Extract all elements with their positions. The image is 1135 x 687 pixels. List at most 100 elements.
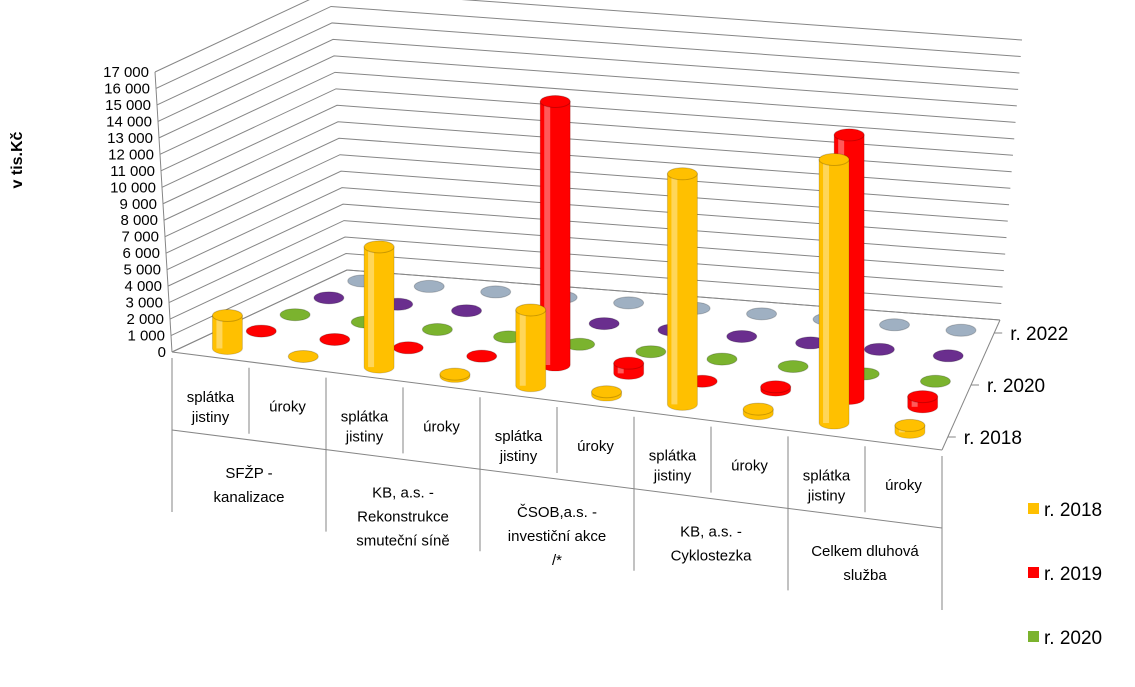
bar <box>760 380 792 397</box>
legend-swatch-2020 <box>1028 631 1039 642</box>
bar <box>451 304 483 318</box>
y-axis-line <box>154 71 173 353</box>
bar-top <box>613 296 645 310</box>
legend-item-2019: r. 2019 <box>1028 559 1135 623</box>
gridline <box>155 5 1021 89</box>
bar-top <box>539 94 571 108</box>
subcategory-label: splátka <box>649 448 697 465</box>
bar <box>777 360 809 373</box>
y-tick-label: 17 000 <box>103 64 149 81</box>
group-label: investiční akce <box>508 528 606 545</box>
subcategory-label: jistiny <box>499 448 538 465</box>
bar-top <box>726 329 758 343</box>
bar <box>319 332 351 346</box>
bar <box>439 367 471 383</box>
bar <box>363 240 395 374</box>
bar-top <box>451 304 483 318</box>
y-tick-label: 14 000 <box>106 113 152 130</box>
bar-highlight <box>216 315 223 349</box>
bar-top <box>392 341 424 355</box>
y-tick-label: 8 000 <box>120 212 158 229</box>
legend-item-2020: r. 2020 <box>1028 623 1135 687</box>
gridline <box>157 38 1019 122</box>
subcategory-label: splátka <box>803 467 851 484</box>
bar <box>413 279 445 293</box>
bar-top <box>863 342 895 356</box>
group-label: služba <box>843 567 887 584</box>
subcategory-label: úroky <box>423 418 460 435</box>
group-label: Rekonstrukce <box>357 508 449 525</box>
bar-top <box>588 317 620 331</box>
bar <box>591 385 623 402</box>
subcategory-label: splátka <box>187 389 235 406</box>
bar <box>613 296 645 310</box>
gridline <box>158 55 1017 139</box>
group-label: SFŽP - <box>225 465 272 482</box>
bar-top <box>833 128 865 142</box>
bar-highlight <box>911 396 918 407</box>
bar-top <box>706 352 738 366</box>
bar <box>932 349 964 363</box>
bar <box>666 167 698 411</box>
bar <box>907 390 939 414</box>
bar-top <box>818 152 850 166</box>
bar-top <box>313 291 345 305</box>
depth-axis-label: r. 2022 <box>1010 324 1068 345</box>
bar <box>245 324 277 338</box>
bar-top <box>591 385 623 399</box>
y-tick-label: 7 000 <box>121 229 159 246</box>
y-tick-label: 6 000 <box>122 245 160 262</box>
group-label: KB, a.s. - <box>680 524 742 541</box>
floor-left-edge <box>171 269 348 353</box>
legend-item-2018: r. 2018 <box>1028 495 1135 559</box>
subcategory-label: úroky <box>577 438 614 455</box>
y-tick-label: 10 000 <box>110 179 156 196</box>
bar <box>588 317 620 331</box>
bar <box>945 323 977 337</box>
bar-top <box>319 332 351 346</box>
depth-axis-label: r. 2018 <box>964 428 1022 449</box>
bar-highlight <box>671 173 678 405</box>
bar-top <box>515 303 547 317</box>
bar <box>613 356 645 380</box>
bar-top <box>878 318 910 332</box>
bar <box>863 342 895 356</box>
bar-top <box>413 279 445 293</box>
bar-highlight <box>617 363 624 374</box>
subcategory-label: úroky <box>269 399 306 416</box>
gridline <box>154 0 1023 73</box>
bar <box>313 291 345 305</box>
subcategory-label: jistiny <box>345 429 384 446</box>
bar-top <box>480 285 512 299</box>
bar <box>392 341 424 355</box>
bar <box>742 402 774 421</box>
gridline <box>162 121 1012 205</box>
bar-top <box>894 418 926 432</box>
bar-body <box>363 246 395 374</box>
gridline <box>161 104 1013 188</box>
bar-top <box>746 307 778 321</box>
y-tick-label: 1 000 <box>127 328 165 345</box>
bar-top <box>666 167 698 181</box>
bar <box>279 308 311 322</box>
gridline <box>164 154 1010 238</box>
subcategory-label: splátka <box>341 409 389 426</box>
subcategory-label: úroky <box>885 477 922 494</box>
gridline <box>159 71 1016 155</box>
bar-body <box>515 309 547 393</box>
legend: r. 2018 r. 2019 r. 2020 <box>1028 495 1135 687</box>
bar-top <box>211 309 243 323</box>
bar-top <box>363 240 395 254</box>
group-label: KB, a.s. - <box>372 484 434 501</box>
bar <box>635 345 667 359</box>
bar <box>515 303 547 393</box>
bar-top <box>742 402 774 416</box>
gridline <box>170 253 1002 336</box>
group-label: Cyklostezka <box>671 548 753 565</box>
bar-top <box>279 308 311 322</box>
subcategory-label: jistiny <box>191 409 230 426</box>
bar-body <box>818 158 850 430</box>
group-label: /* <box>552 552 562 569</box>
